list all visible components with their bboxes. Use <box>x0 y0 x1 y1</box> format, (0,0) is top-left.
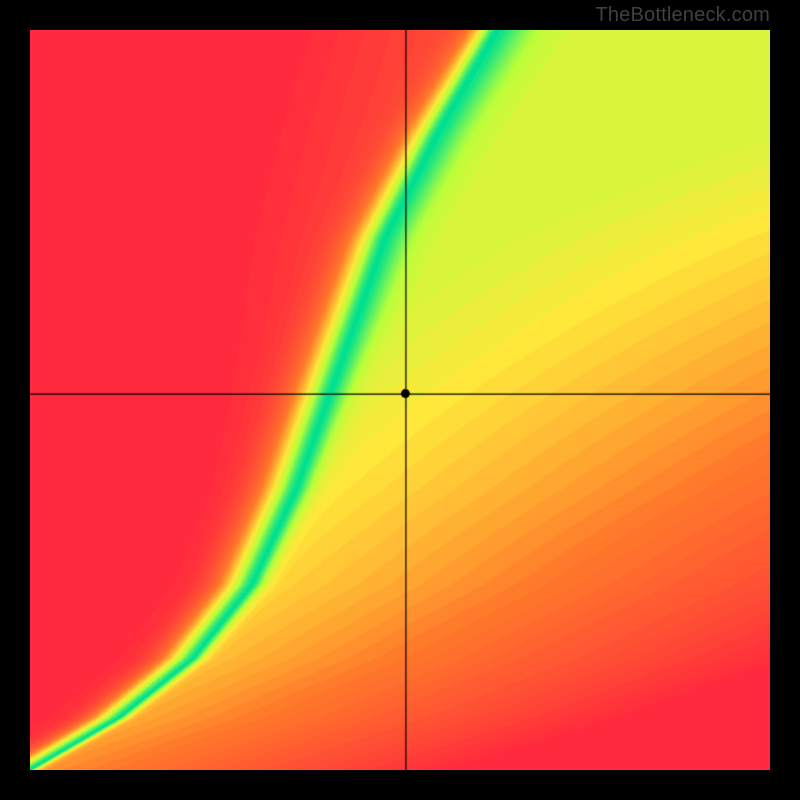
chart-frame: TheBottleneck.com <box>0 0 800 800</box>
watermark-text: TheBottleneck.com <box>595 4 770 27</box>
plot-area <box>30 30 770 770</box>
heatmap-canvas <box>30 30 770 770</box>
